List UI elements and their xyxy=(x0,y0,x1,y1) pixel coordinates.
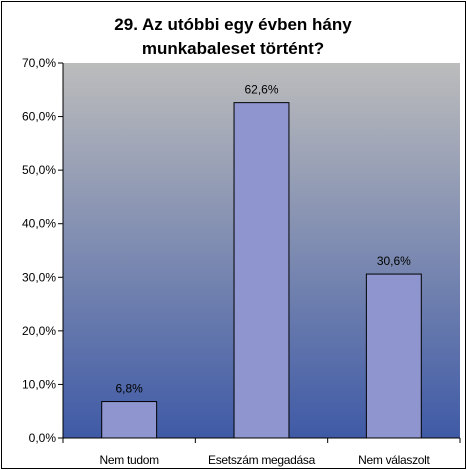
y-tick-label: 30,0% xyxy=(22,270,56,284)
x-category-label: Nem tudom xyxy=(100,453,160,467)
data-label: 6,8% xyxy=(115,382,143,396)
bar xyxy=(365,273,422,439)
x-category-label: Nem válaszolt xyxy=(358,453,430,467)
y-tick-label: 20,0% xyxy=(22,324,56,338)
data-label: 30,6% xyxy=(377,254,411,268)
bar xyxy=(101,401,158,439)
y-tick-label: 0,0% xyxy=(29,431,57,445)
y-tick-label: 60,0% xyxy=(22,110,56,124)
bar xyxy=(233,102,290,439)
y-tick-label: 40,0% xyxy=(22,217,56,231)
chart-title-line-1: 29. Az utóbbi egy évben hány xyxy=(114,15,352,34)
x-category-label: Esetszám megadása xyxy=(208,453,316,467)
data-label: 62,6% xyxy=(244,83,278,97)
y-tick-label: 10,0% xyxy=(22,377,56,391)
y-tick-label: 70,0% xyxy=(22,56,56,70)
y-tick-label: 50,0% xyxy=(22,163,56,177)
chart-title-line-2: munkabaleset történt? xyxy=(142,39,324,58)
